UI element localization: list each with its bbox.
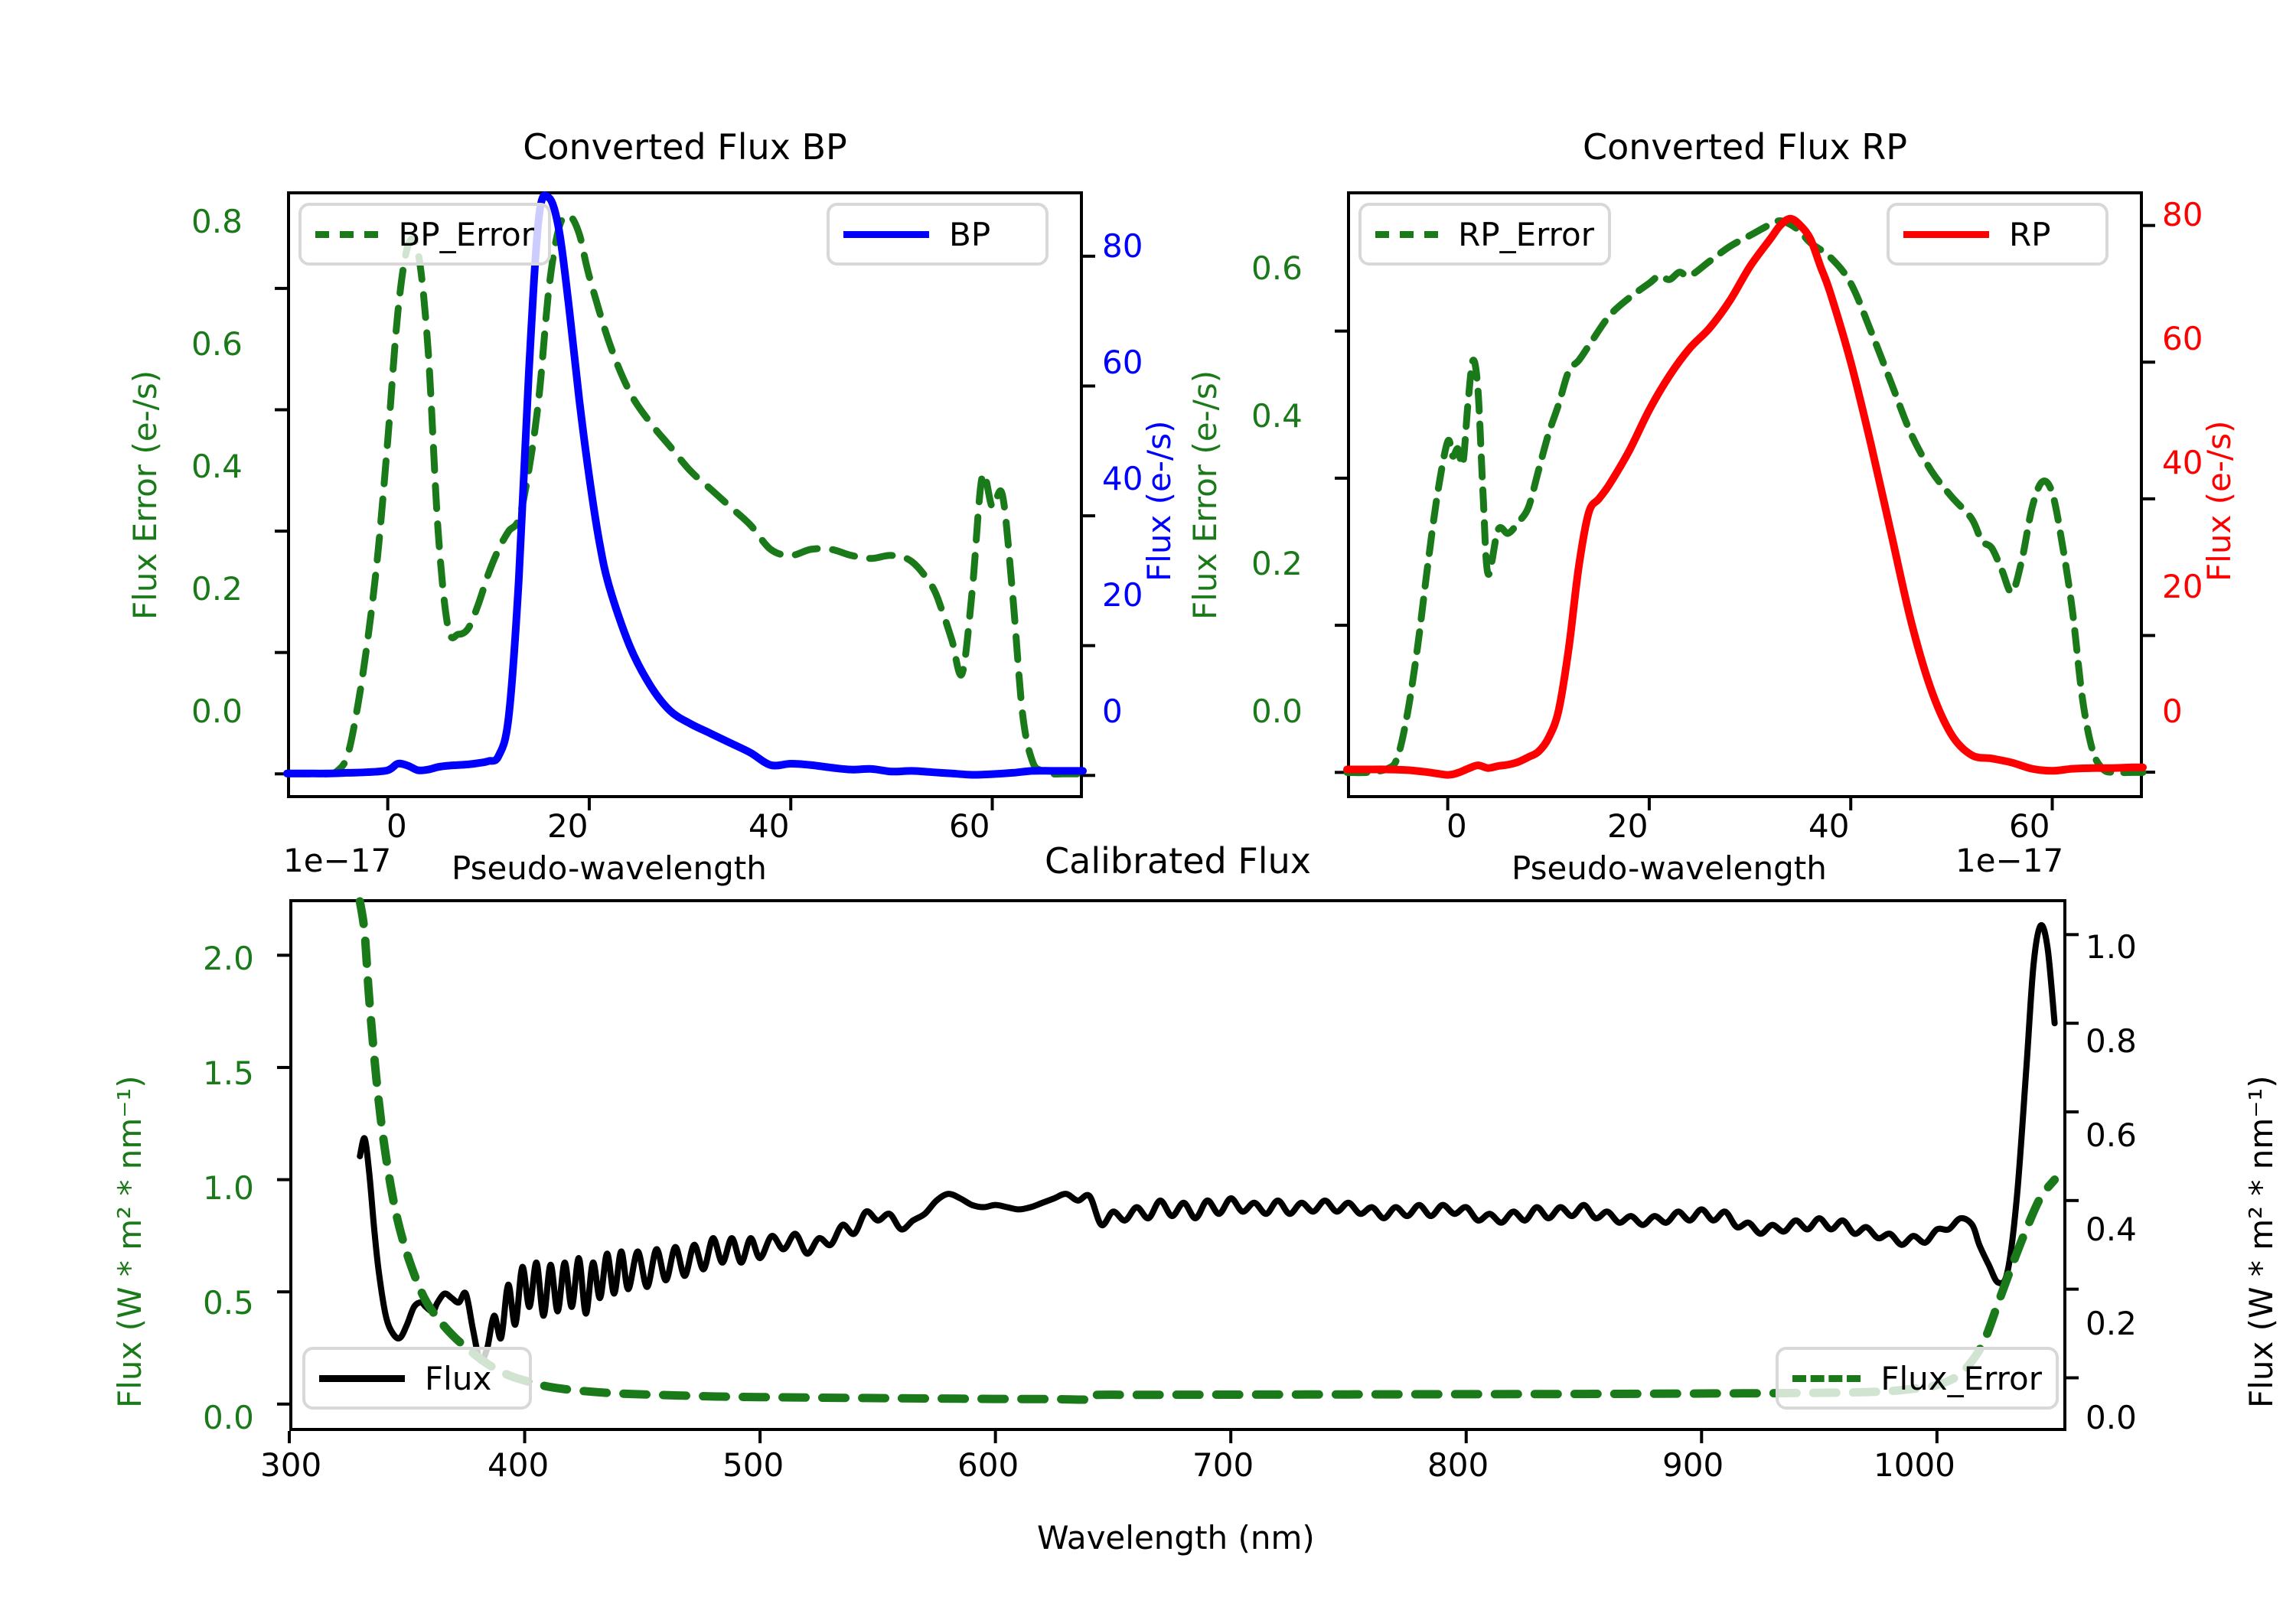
solid-line-swatch-icon [319, 1374, 405, 1382]
bp-legend-flux[interactable]: BP [827, 203, 1049, 266]
calibrated-exponent-right: 1e−17 [1955, 842, 2064, 879]
rp-ytick-right-1: 20 [2162, 568, 2203, 605]
rp-ytick-left-1: 0.2 [1251, 545, 1303, 582]
rp-ytick-right-3: 60 [2162, 320, 2203, 357]
rp-ytick-right-0: 0 [2162, 693, 2183, 730]
solid-line-swatch-icon [843, 230, 929, 238]
bp-xtick-0: 0 [386, 807, 407, 845]
bp-ytick-right-3: 60 [1102, 344, 1143, 381]
rp-ylabel-right: Flux (e-/s) [2200, 420, 2238, 582]
bp-ytick-left-2: 0.4 [191, 448, 243, 485]
cal-ytick-right-0: 0.0 [2086, 1399, 2137, 1436]
bp-ytick-right-1: 20 [1102, 576, 1143, 614]
cal-xtick-6: 900 [1662, 1446, 1724, 1484]
cal-ytick-left-2: 1.0 [203, 1169, 254, 1207]
calibrated-panel-title: Calibrated Flux [1045, 840, 1311, 882]
bp-ytick-right-0: 0 [1102, 693, 1123, 730]
bp-axes [287, 191, 1083, 798]
rp-ytick-left-0: 0.0 [1251, 693, 1303, 730]
rp-legend-flux[interactable]: RP [1887, 203, 2108, 266]
rp-xtick-0: 0 [1446, 807, 1467, 845]
rp-ytick-right-4: 80 [2162, 196, 2203, 233]
calibrated-ylabel-left: Flux (W * m² * nm⁻¹) [111, 1075, 148, 1408]
bp-xtick-3: 60 [949, 807, 990, 845]
bp-ytick-left-3: 0.6 [191, 325, 243, 363]
bp-ytick-left-1: 0.2 [191, 570, 243, 608]
cal-ytick-right-5: 1.0 [2086, 928, 2137, 966]
bp-ytick-right-4: 80 [1102, 227, 1143, 265]
cal-xtick-3: 600 [957, 1446, 1019, 1484]
rp-xtick-2: 40 [1808, 807, 1850, 845]
rp-xlabel: Pseudo-wavelength [1512, 849, 1827, 887]
calibrated-legend-flux-label: Flux [425, 1359, 492, 1397]
cal-xtick-5: 800 [1427, 1446, 1489, 1484]
calibrated-plot-canvas [277, 897, 2079, 1443]
calibrated-legend-error[interactable]: Flux_Error [1776, 1347, 2059, 1410]
rp-panel-title: Converted Flux RP [1583, 126, 1907, 168]
rp-xtick-1: 20 [1607, 807, 1649, 845]
cal-xtick-7: 1000 [1874, 1446, 1955, 1484]
bp-ytick-left-4: 0.8 [191, 203, 243, 240]
rp-legend-error-label: RP_Error [1458, 215, 1594, 253]
bp-legend-error[interactable]: BP_Error [298, 203, 551, 266]
rp-xtick-3: 60 [2009, 807, 2050, 845]
dashed-line-swatch-icon [1375, 230, 1439, 238]
solid-line-swatch-icon [1903, 230, 1989, 238]
bp-plot-canvas [275, 191, 1095, 810]
calibrated-legend-error-label: Flux_Error [1880, 1359, 2042, 1397]
cal-xtick-4: 700 [1192, 1446, 1254, 1484]
cal-ytick-right-2: 0.4 [2086, 1211, 2137, 1248]
calibrated-ylabel-right: Flux (W * m² * nm⁻¹) [2242, 1075, 2280, 1408]
rp-ytick-right-2: 40 [2162, 444, 2203, 481]
rp-axes [1347, 191, 2143, 798]
dashed-line-swatch-icon [1792, 1374, 1861, 1382]
cal-ytick-left-3: 1.5 [203, 1054, 254, 1092]
cal-ytick-left-1: 0.5 [203, 1284, 254, 1322]
calibrated-axes [289, 899, 2066, 1431]
bp-ytick-right-2: 40 [1102, 460, 1143, 497]
cal-ytick-right-3: 0.6 [2086, 1116, 2137, 1154]
panel-calibrated-flux: Calibrated Flux 1e−17 1e−17 Flux (W * m²… [0, 826, 2296, 1607]
bp-xtick-2: 40 [748, 807, 790, 845]
cal-ytick-right-4: 0.8 [2086, 1022, 2137, 1060]
bp-ylabel-left: Flux Error (e-/s) [126, 370, 164, 620]
panel-converted-flux-bp: Converted Flux BP Flux Error (e-/s) Flux… [0, 0, 1178, 887]
rp-ytick-left-3: 0.6 [1251, 249, 1303, 287]
calibrated-xlabel: Wavelength (nm) [1037, 1519, 1315, 1556]
bp-legend-flux-label: BP [949, 215, 991, 253]
bp-ytick-left-0: 0.0 [191, 693, 243, 730]
rp-plot-canvas [1335, 214, 2155, 810]
bp-xlabel: Pseudo-wavelength [452, 849, 767, 887]
cal-ytick-left-0: 0.0 [203, 1399, 254, 1436]
cal-ytick-left-4: 2.0 [203, 940, 254, 977]
dashed-line-swatch-icon [315, 230, 379, 238]
cal-xtick-1: 400 [488, 1446, 550, 1484]
bp-xtick-1: 20 [547, 807, 589, 845]
calibrated-legend-flux[interactable]: Flux [302, 1347, 532, 1410]
bp-panel-title: Converted Flux BP [523, 126, 847, 168]
panel-converted-flux-rp: Converted Flux RP Flux Error (e-/s) Flux… [1148, 0, 2296, 887]
rp-legend-error[interactable]: RP_Error [1358, 203, 1611, 266]
cal-xtick-0: 300 [260, 1446, 322, 1484]
cal-xtick-2: 500 [722, 1446, 784, 1484]
rp-ylabel-left: Flux Error (e-/s) [1186, 370, 1224, 620]
rp-legend-flux-label: RP [2009, 215, 2051, 253]
rp-ytick-left-2: 0.4 [1251, 397, 1303, 435]
cal-ytick-right-1: 0.2 [2086, 1305, 2137, 1342]
calibrated-exponent-left: 1e−17 [283, 842, 392, 879]
bp-legend-error-label: BP_Error [398, 215, 534, 253]
